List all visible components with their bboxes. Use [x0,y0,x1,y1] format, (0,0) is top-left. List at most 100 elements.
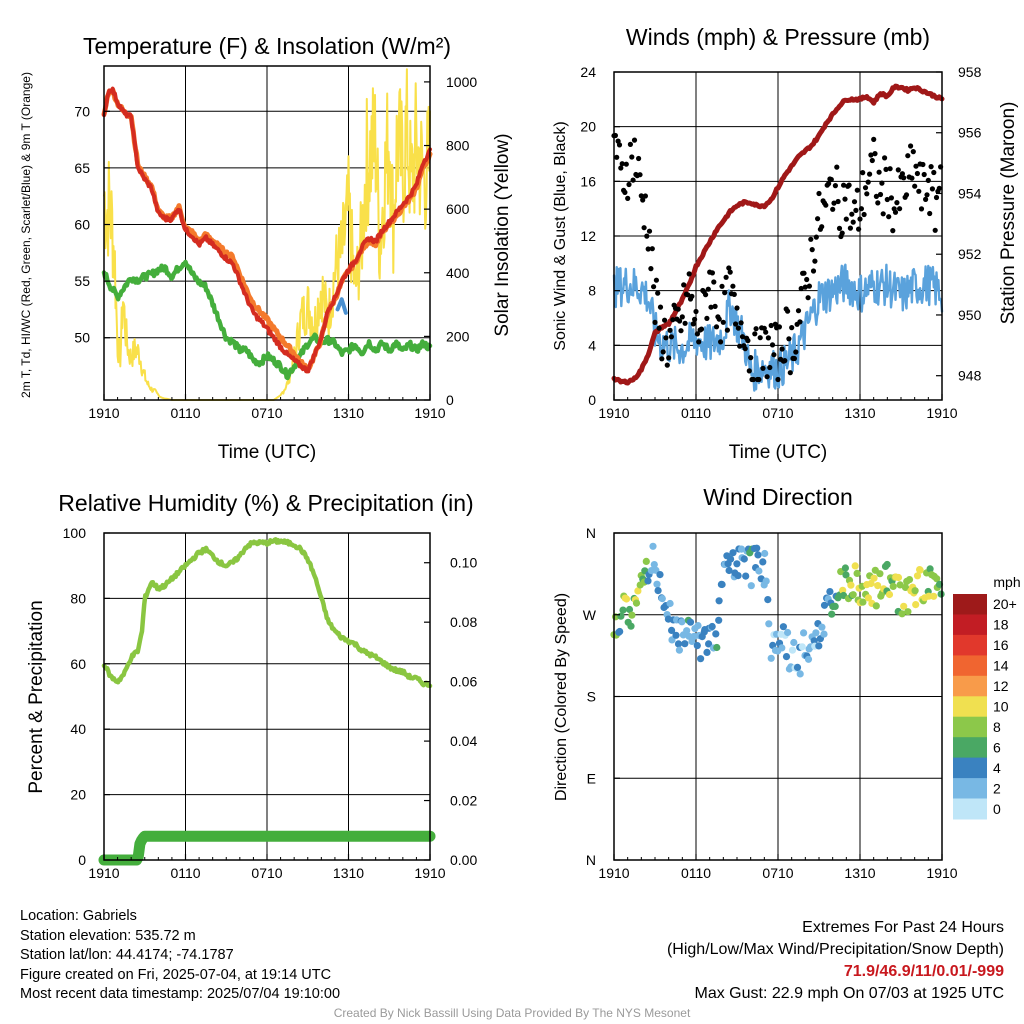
gust-point [925,177,931,183]
direction-point [874,582,882,590]
gust-point [730,283,736,289]
x-axis-label: Time (UTC) [218,442,317,463]
direction-point [759,558,767,566]
gust-point [877,191,884,198]
x-axis-label: Time (UTC) [729,442,828,463]
direction-point [793,663,802,672]
x-tick-label: 0710 [762,405,793,421]
gust-point [737,343,743,349]
gust-point [903,192,910,198]
x-tick-label: 1910 [414,405,445,421]
gust-point [775,376,781,383]
gust-point [913,163,919,169]
colorbar-swatch [953,757,987,779]
direction-point [617,612,625,620]
direction-point [761,549,769,558]
gust-point [847,225,854,231]
gust-point [704,315,710,321]
gust-point [851,199,858,205]
colorbar-swatch [953,798,987,820]
y-tick-label: W [583,607,597,623]
gust-point [733,321,739,327]
gust-point [890,228,896,234]
y-left-tick-label: 20 [70,787,86,803]
direction-point [898,610,906,618]
direction-point [885,590,894,599]
gust-point [834,164,840,170]
y-right-tick-label: 400 [446,265,470,281]
y-left-tick-label: 80 [70,590,86,606]
recent-timestamp: Most recent data timestamp: 2025/07/04 1… [20,986,341,1003]
direction-point [619,606,627,614]
gust-point [693,308,699,315]
gust-point [880,211,886,217]
y-left-tick-label: 65 [74,160,90,176]
direction-point [930,592,938,600]
direction-point [790,638,798,647]
x-tick-label: 0110 [170,405,200,421]
colorbar-label: 16 [993,637,1009,653]
direction-point [708,622,716,631]
y-left-axis-label: Sonic Wind & Gust (Blue, Black) [552,121,569,350]
station-elevation: Station elevation: 535.72 m [20,927,196,944]
gust-point [842,196,848,202]
station-location: Location: Gabriels [20,908,137,924]
direction-point [779,623,788,631]
direction-point [616,627,624,636]
colorbar-swatch [953,634,987,656]
colorbar-label: 2 [993,780,1001,796]
direction-point [649,542,657,550]
gust-point [879,180,885,186]
relative-humidity-line [101,537,433,689]
gust-point [720,319,726,325]
gust-point [619,161,625,167]
gust-point [920,161,926,168]
y-left-tick-label: 40 [70,721,86,737]
gust-point [858,206,865,212]
gust-point [888,195,895,201]
gust-point [819,224,825,230]
gust-point [666,355,672,361]
gust-point [936,185,942,191]
gust-point [760,365,766,371]
dewpoint-line [101,259,433,381]
colorbar-swatch [953,655,987,677]
y-left-tick-label: 100 [63,525,87,541]
gust-point [849,211,855,217]
direction-point [913,572,922,580]
direction-point [831,602,839,611]
gust-point [823,202,829,208]
gust-point [914,170,921,177]
gust-point [806,283,813,289]
x-tick-label: 1310 [844,865,875,881]
gust-point [748,355,754,361]
gust-point [810,268,817,274]
gust-point [657,304,664,310]
gust-point [745,338,751,344]
gust-point [815,216,821,222]
x-tick-label: 1910 [598,405,629,421]
colorbar-label: 20+ [993,596,1017,612]
gust-point [801,270,807,276]
gust-point [836,225,843,231]
gust-point [921,171,927,178]
direction-point [812,629,820,637]
x-tick-label: 1310 [844,405,875,421]
x-tick-label: 1910 [88,405,119,421]
gust-point [869,157,875,164]
gust-point [871,136,877,142]
y-left-tick-label: 8 [588,283,596,299]
gust-point [804,276,810,283]
gust-point [839,230,845,236]
gust-point [873,193,880,199]
x-tick-label: 1310 [333,865,364,881]
gust-point [776,324,783,330]
y-left-axis-label: Percent & Precipitation [26,600,47,793]
colorbar-label: 14 [993,658,1009,674]
gust-point [716,316,722,322]
direction-point [851,562,859,570]
direction-point [628,611,636,619]
gust-point [769,342,776,348]
gust-point [779,346,785,352]
gust-point [850,219,856,225]
